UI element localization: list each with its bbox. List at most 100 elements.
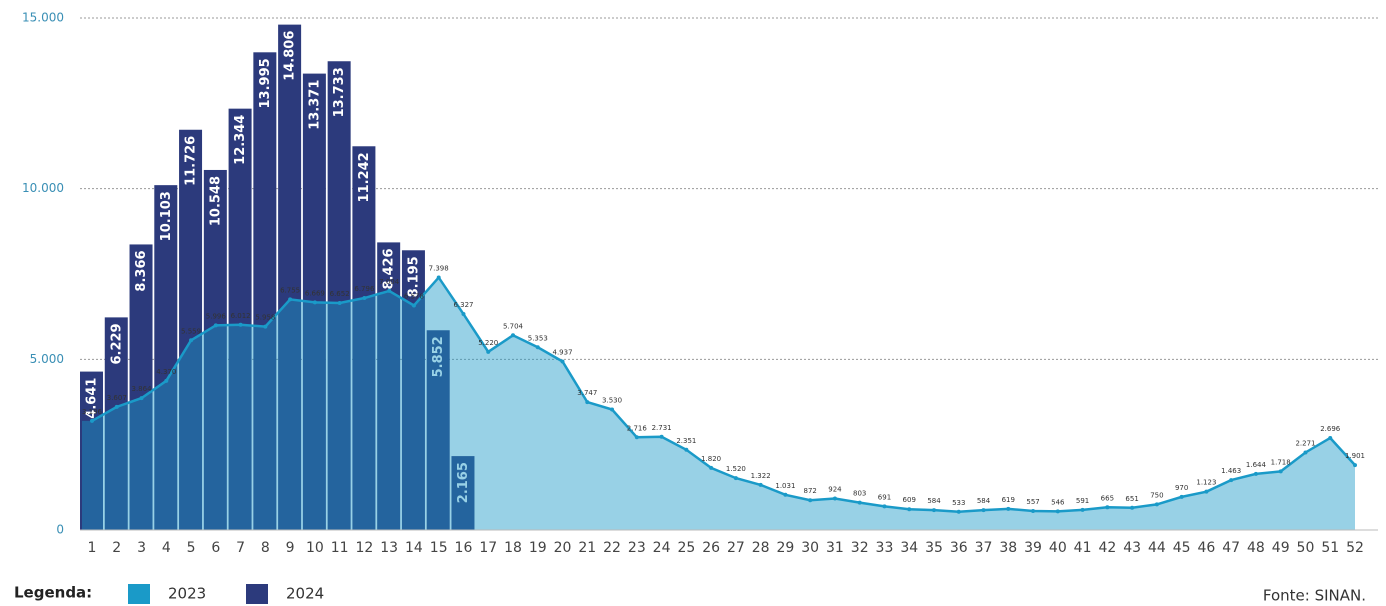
bar-value-label: 11.242 (357, 152, 372, 202)
legend-label: 2023 (168, 585, 206, 603)
point (857, 500, 862, 505)
x-tick-label: 14 (405, 540, 423, 556)
y-tick-label: 10.000 (22, 181, 64, 195)
point-value-label: 3.607 (107, 394, 127, 402)
x-tick-label: 3 (137, 540, 146, 556)
point-value-label: 5.958 (255, 314, 275, 322)
legend-swatch (246, 584, 268, 604)
x-tick-label: 35 (925, 540, 943, 556)
point-value-label: 1.901 (1345, 452, 1365, 460)
point-value-label: 750 (1150, 491, 1163, 499)
point-value-label: 2.716 (627, 424, 648, 432)
point (758, 482, 763, 487)
point (535, 345, 540, 350)
point-value-label: 651 (1125, 495, 1138, 503)
point-value-label: 6.652 (330, 290, 350, 298)
point (387, 288, 392, 293)
point-value-label: 803 (853, 490, 866, 498)
point (585, 400, 590, 405)
x-tick-label: 5 (187, 540, 196, 556)
point (981, 508, 986, 513)
bar (426, 330, 450, 530)
x-tick-label: 6 (211, 540, 220, 556)
bar-value-label: 6.229 (109, 323, 124, 364)
point-value-label: 2.731 (652, 424, 672, 432)
bar (352, 146, 376, 530)
source: Fonte: SINAN. (1263, 587, 1366, 605)
x-tick-label: 15 (430, 540, 448, 556)
point-value-label: 6.012 (231, 312, 251, 320)
point (1080, 507, 1085, 512)
point (610, 407, 615, 412)
x-tick-label: 20 (554, 540, 572, 556)
x-tick-label: 13 (380, 540, 398, 556)
point (1130, 505, 1135, 510)
point (511, 333, 515, 338)
y-tick-label: 0 (56, 523, 64, 537)
x-tick-label: 51 (1321, 540, 1339, 556)
point (164, 378, 169, 383)
point (436, 275, 441, 280)
bar-value-label: 13.733 (332, 67, 347, 117)
x-tick-label: 9 (286, 540, 295, 556)
x-tick-label: 36 (950, 540, 968, 556)
point (213, 323, 218, 328)
point-value-label: 4.370 (156, 368, 176, 376)
point (808, 498, 813, 503)
point-value-label: 1.463 (1221, 467, 1241, 475)
point (956, 509, 961, 514)
point (362, 296, 367, 301)
x-tick-label: 50 (1297, 540, 1315, 556)
point (1154, 502, 1159, 507)
point-value-label: 1.718 (1271, 458, 1291, 466)
point-value-label: 691 (878, 493, 891, 501)
point-value-label: 4.937 (553, 348, 573, 356)
x-tick-label: 48 (1247, 540, 1265, 556)
point-value-label: 5.220 (478, 339, 498, 347)
point (783, 492, 788, 497)
line (91, 275, 1356, 514)
bar (203, 169, 227, 530)
x-tick-label: 4 (162, 540, 171, 556)
x-tick-label: 46 (1197, 540, 1215, 556)
x-tick-label: 40 (1049, 540, 1067, 556)
x-tick-label: 19 (529, 540, 547, 556)
point (1278, 469, 1283, 474)
point (337, 300, 342, 305)
point (634, 435, 639, 440)
point-value-label: 1.031 (775, 482, 795, 490)
point (263, 324, 268, 329)
point-value-label: 1.520 (726, 465, 746, 473)
point-value-label: 2.696 (1320, 425, 1341, 433)
x-tick-label: 24 (653, 540, 671, 556)
x-tick-label: 31 (826, 540, 844, 556)
x-tick-label: 28 (752, 540, 770, 556)
bar-value-label: 11.726 (184, 136, 199, 186)
point-value-label: 1.322 (751, 472, 771, 480)
x-tick-label: 18 (504, 540, 522, 556)
x-tick-label: 2 (112, 540, 121, 556)
point-value-label: 6.578 (404, 292, 424, 300)
point-value-label: 584 (927, 497, 941, 505)
x-tick-label: 39 (1024, 540, 1042, 556)
x-tick-label: 47 (1222, 540, 1240, 556)
point (1031, 508, 1036, 513)
point (189, 338, 194, 343)
bar (129, 244, 153, 530)
point (1006, 506, 1011, 511)
x-tick-label: 10 (306, 540, 324, 556)
point (139, 396, 144, 401)
point-value-label: 584 (977, 497, 991, 505)
x-tick-label: 33 (876, 540, 894, 556)
point (486, 349, 491, 354)
x-tick-label: 42 (1098, 540, 1116, 556)
point (733, 476, 738, 481)
bar-value-label: 2.165 (456, 462, 471, 503)
bar (327, 61, 351, 530)
y-tick-label: 5.000 (30, 352, 64, 366)
bar-value-label: 13.371 (307, 80, 322, 130)
point-value-label: 6.327 (453, 301, 473, 309)
y-tick-label: 15.000 (22, 11, 64, 25)
bar-value-label: 4.641 (85, 378, 100, 419)
